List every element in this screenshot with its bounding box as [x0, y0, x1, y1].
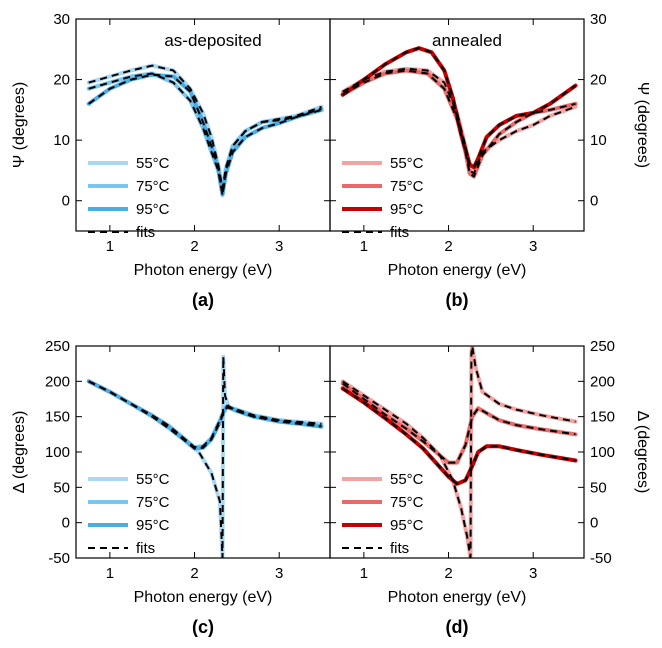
- x-tick-label: 2: [190, 238, 198, 255]
- series-line-3: [86, 379, 324, 451]
- x-tick-label: 3: [529, 565, 537, 582]
- y-tick-label: 10: [53, 132, 70, 149]
- series-line-1: [86, 354, 324, 558]
- plot-area: [86, 354, 324, 558]
- y-tick-label: -50: [590, 550, 612, 567]
- plot-frame: [329, 18, 585, 232]
- y-tick-label: 0: [62, 193, 70, 210]
- fit-line-3: [88, 380, 322, 450]
- panel-label: (a): [192, 290, 214, 310]
- legend-label: 75°C: [136, 178, 170, 195]
- legend-label: 95°C: [390, 201, 424, 218]
- legend-label: 75°C: [390, 494, 424, 511]
- panel-title: annealed: [432, 31, 502, 50]
- fit-line-1: [88, 355, 322, 558]
- panel-d: 1 2 3 -50 0 50 100 150 200 250 Photon energy (eV) Δ…: [329, 338, 651, 637]
- legend-label: 55°C: [390, 471, 424, 488]
- plot-area: [340, 346, 578, 558]
- legend: 55°C 75°C 95°C fits: [342, 471, 424, 557]
- y-tick-label: 30: [53, 11, 70, 28]
- x-tick-label: 3: [529, 238, 537, 255]
- legend-label: 95°C: [136, 201, 170, 218]
- x-tick-label: 1: [106, 238, 114, 255]
- y-axis-label: Δ (degrees): [11, 411, 28, 494]
- x-axis-label: Photon energy (eV): [134, 589, 273, 606]
- y-tick-label: 10: [590, 132, 607, 149]
- legend-label: fits: [136, 540, 155, 557]
- plot-area: [340, 46, 578, 179]
- x-tick-label: 1: [360, 565, 368, 582]
- x-tick-label: 1: [106, 565, 114, 582]
- series-line-3: [340, 46, 578, 170]
- legend-label: fits: [390, 540, 409, 557]
- y-tick-label: 0: [590, 193, 598, 210]
- y-tick-label: 30: [590, 11, 607, 28]
- legend: 55°C 75°C 95°C fits: [88, 155, 170, 241]
- y-tick-label: 150: [590, 409, 615, 426]
- panel-label: (c): [192, 617, 214, 637]
- x-tick-label: 2: [444, 238, 452, 255]
- y-tick-label: 250: [45, 338, 70, 355]
- plot-area: [86, 63, 324, 197]
- y-tick-label: 100: [45, 444, 70, 461]
- y-tick-label: 0: [590, 515, 598, 532]
- fit-line-1: [342, 67, 576, 175]
- panel-label: (b): [446, 290, 469, 310]
- legend-label: 95°C: [136, 517, 170, 534]
- fit-line-3: [342, 387, 576, 485]
- y-tick-label: 100: [590, 444, 615, 461]
- y-tick-label: 250: [590, 338, 615, 355]
- y-axis-label: Ψ (degrees): [634, 82, 651, 168]
- x-axis-label: Photon energy (eV): [388, 262, 527, 279]
- fit-line-2: [342, 382, 576, 464]
- panel-title: as-deposited: [164, 31, 261, 50]
- y-tick-label: 20: [590, 72, 607, 89]
- legend: 55°C 75°C 95°C fits: [88, 471, 170, 557]
- series-line-2: [86, 379, 324, 450]
- panel-label: (d): [446, 617, 469, 637]
- x-tick-label: 3: [275, 238, 283, 255]
- y-tick-label: 200: [45, 373, 70, 390]
- y-tick-label: 200: [590, 373, 615, 390]
- fit-line-2: [88, 380, 322, 449]
- legend-label: 75°C: [136, 494, 170, 511]
- legend-label: 55°C: [136, 471, 170, 488]
- x-axis-label: Photon energy (eV): [134, 262, 273, 279]
- x-tick-label: 2: [444, 565, 452, 582]
- fit-line-3: [342, 47, 577, 169]
- y-tick-label: 0: [62, 515, 70, 532]
- y-tick-label: 150: [45, 409, 70, 426]
- fit-line-1: [342, 346, 576, 558]
- x-tick-label: 1: [360, 238, 368, 255]
- panel-c: 1 2 3 -50 0 50 100 150 200 250 Photon energy (eV) Δ…: [11, 338, 331, 637]
- x-tick-label: 2: [190, 565, 198, 582]
- y-tick-label: -50: [48, 550, 70, 567]
- legend-label: 75°C: [390, 178, 424, 195]
- y-axis-label: Ψ (degrees): [11, 82, 28, 168]
- legend-label: 55°C: [136, 155, 170, 172]
- legend-label: fits: [390, 224, 409, 241]
- y-tick-label: 50: [53, 479, 70, 496]
- y-axis-label: Δ (degrees): [634, 411, 651, 494]
- legend: 55°C 75°C 95°C fits: [342, 155, 424, 241]
- y-tick-label: 50: [590, 479, 607, 496]
- legend-label: 95°C: [390, 517, 424, 534]
- legend-label: fits: [136, 224, 155, 241]
- x-tick-label: 3: [275, 565, 283, 582]
- fit-line-3: [88, 73, 322, 196]
- legend-label: 55°C: [390, 155, 424, 172]
- fit-line-2: [88, 72, 322, 196]
- y-tick-label: 20: [53, 72, 70, 89]
- x-axis-label: Photon energy (eV): [388, 589, 527, 606]
- series-line-2: [340, 381, 578, 465]
